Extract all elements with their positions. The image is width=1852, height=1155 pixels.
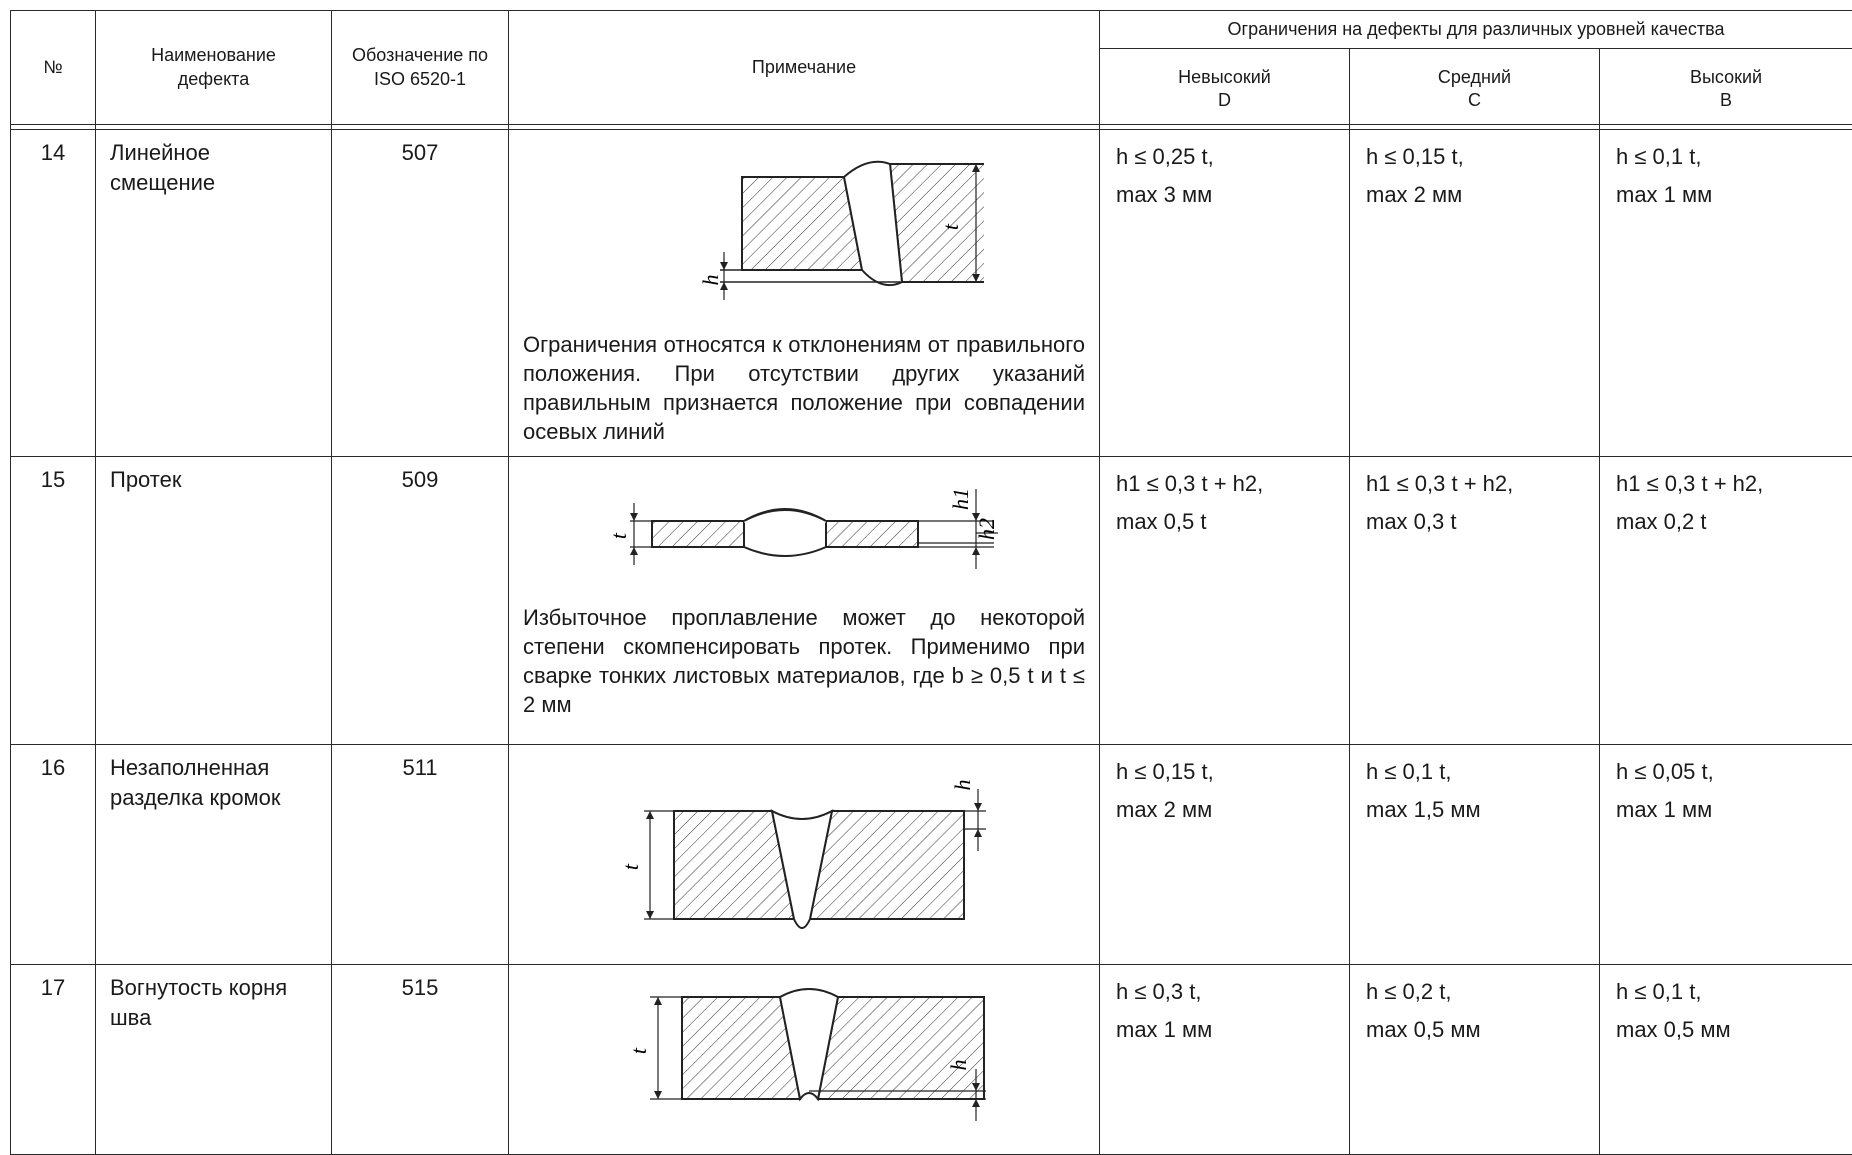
label-t: t	[618, 863, 643, 870]
table-row: 14 Линейное смещение 507 h	[11, 130, 1852, 457]
limit-formula: h ≤ 0,15 t,	[1116, 753, 1337, 791]
header-no: №	[11, 11, 96, 125]
defects-table: № Наименование дефекта Обозначение по IS…	[10, 10, 1852, 1155]
note-text: Ограничения относятся к отклонениям от п…	[523, 330, 1085, 446]
header-limits-group: Ограничения на дефекты для различных уро…	[1100, 11, 1852, 49]
limit-b: h ≤ 0,05 t,max 1 мм	[1600, 745, 1852, 965]
limit-max: max 0,5 t	[1116, 503, 1337, 541]
limit-max: max 1 мм	[1616, 176, 1840, 214]
note-text: Избыточное проплавление может до некотор…	[523, 603, 1085, 719]
row-number: 14	[11, 130, 96, 457]
limit-c: h ≤ 0,2 t,max 0,5 мм	[1350, 965, 1600, 1155]
header-level-d: Невысокий D	[1100, 49, 1350, 125]
label-t: t	[938, 223, 963, 230]
table-row: 17 Вогнутость корня шва 515 t	[11, 965, 1852, 1155]
limit-max: max 1 мм	[1616, 791, 1840, 829]
limit-formula: h ≤ 0,3 t,	[1116, 973, 1337, 1011]
header-note: Примечание	[509, 11, 1100, 125]
header-level-b: Высокий B	[1600, 49, 1852, 125]
iso-code: 507	[332, 130, 509, 457]
note-cell: t h	[509, 965, 1100, 1155]
level-name: Высокий	[1690, 67, 1762, 87]
row-number: 15	[11, 457, 96, 745]
limit-c: h ≤ 0,1 t,max 1,5 мм	[1350, 745, 1600, 965]
limit-max: max 2 мм	[1366, 176, 1587, 214]
header-row-1: № Наименование дефекта Обозначение по IS…	[11, 11, 1852, 49]
level-code: C	[1468, 90, 1481, 110]
label-h: h	[946, 1060, 971, 1071]
limit-formula: h ≤ 0,2 t,	[1366, 973, 1587, 1011]
label-h1: h1	[948, 488, 973, 510]
limit-max: max 1,5 мм	[1366, 791, 1587, 829]
level-name: Средний	[1438, 67, 1511, 87]
limit-b: h ≤ 0,1 t,max 1 мм	[1600, 130, 1852, 457]
limit-formula: h ≤ 0,1 t,	[1366, 753, 1587, 791]
limit-d: h ≤ 0,15 t,max 2 мм	[1100, 745, 1350, 965]
iso-code: 515	[332, 965, 509, 1155]
defect-name: Протек	[96, 457, 332, 745]
defect-name: Незаполненная разделка кромок	[96, 745, 332, 965]
limit-b: h1 ≤ 0,3 t + h2,max 0,2 t	[1600, 457, 1852, 745]
root-concavity-figure: t h	[594, 979, 1014, 1139]
table-row: 15 Протек 509 t	[11, 457, 1852, 745]
limit-formula: h ≤ 0,25 t,	[1116, 138, 1337, 176]
label-h2: h2	[974, 518, 999, 540]
row-number: 16	[11, 745, 96, 965]
sagging-figure: t h1 h2	[594, 469, 1014, 579]
limit-c: h ≤ 0,15 t,max 2 мм	[1350, 130, 1600, 457]
limit-formula: h ≤ 0,1 t,	[1616, 973, 1840, 1011]
label-t: t	[626, 1047, 651, 1054]
limit-max: max 0,5 мм	[1366, 1011, 1587, 1049]
level-name: Невысокий	[1178, 67, 1271, 87]
label-h: h	[950, 780, 975, 791]
limit-max: max 3 мм	[1116, 176, 1337, 214]
label-t: t	[606, 532, 631, 539]
limit-d: h ≤ 0,3 t,max 1 мм	[1100, 965, 1350, 1155]
limit-max: max 2 мм	[1116, 791, 1337, 829]
row-number: 17	[11, 965, 96, 1155]
note-cell: t h1 h2 Избыточное проплавление может до…	[509, 457, 1100, 745]
defect-name: Вогнутость корня шва	[96, 965, 332, 1155]
label-h: h	[698, 275, 723, 286]
limit-formula: h ≤ 0,1 t,	[1616, 138, 1840, 176]
defect-name: Линейное смещение	[96, 130, 332, 457]
limit-formula: h1 ≤ 0,3 t + h2,	[1116, 465, 1337, 503]
linear-misalignment-figure: h t	[624, 142, 984, 312]
limit-max: max 0,2 t	[1616, 503, 1840, 541]
limit-max: max 1 мм	[1116, 1011, 1337, 1049]
level-code: D	[1218, 90, 1231, 110]
limit-c: h1 ≤ 0,3 t + h2,max 0,3 t	[1350, 457, 1600, 745]
level-code: B	[1720, 90, 1732, 110]
note-cell: t h	[509, 745, 1100, 965]
incompletely-filled-groove-figure: t h	[594, 759, 1014, 949]
note-cell: h t Ограничения относятся к отклонениям …	[509, 130, 1100, 457]
limit-formula: h1 ≤ 0,3 t + h2,	[1366, 465, 1587, 503]
table-row: 16 Незаполненная разделка кромок 511 t	[11, 745, 1852, 965]
header-code: Обозначение по ISO 6520-1	[332, 11, 509, 125]
limit-max: max 0,3 t	[1366, 503, 1587, 541]
limit-formula: h1 ≤ 0,3 t + h2,	[1616, 465, 1840, 503]
limit-d: h ≤ 0,25 t,max 3 мм	[1100, 130, 1350, 457]
limit-max: max 0,5 мм	[1616, 1011, 1840, 1049]
limit-d: h1 ≤ 0,3 t + h2,max 0,5 t	[1100, 457, 1350, 745]
header-level-c: Средний C	[1350, 49, 1600, 125]
iso-code: 511	[332, 745, 509, 965]
limit-formula: h ≤ 0,05 t,	[1616, 753, 1840, 791]
limit-b: h ≤ 0,1 t,max 0,5 мм	[1600, 965, 1852, 1155]
limit-formula: h ≤ 0,15 t,	[1366, 138, 1587, 176]
iso-code: 509	[332, 457, 509, 745]
header-name: Наименование дефекта	[96, 11, 332, 125]
